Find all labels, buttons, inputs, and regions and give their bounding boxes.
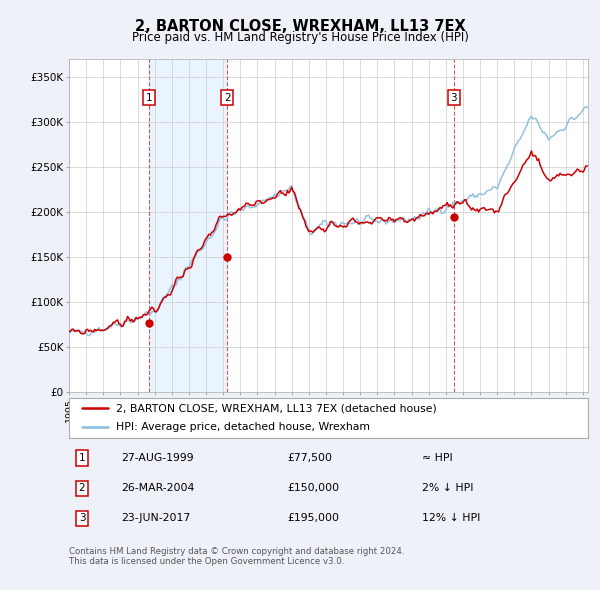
Text: £150,000: £150,000 (287, 483, 339, 493)
Text: 1: 1 (79, 453, 85, 463)
Text: Contains HM Land Registry data © Crown copyright and database right 2024.
This d: Contains HM Land Registry data © Crown c… (69, 547, 404, 566)
Text: 2% ↓ HPI: 2% ↓ HPI (422, 483, 473, 493)
Text: 2, BARTON CLOSE, WREXHAM, LL13 7EX (detached house): 2, BARTON CLOSE, WREXHAM, LL13 7EX (deta… (116, 404, 436, 414)
Text: 2: 2 (224, 93, 230, 103)
Text: 3: 3 (451, 93, 457, 103)
Text: 12% ↓ HPI: 12% ↓ HPI (422, 513, 480, 523)
Text: ≈ HPI: ≈ HPI (422, 453, 452, 463)
Text: HPI: Average price, detached house, Wrexham: HPI: Average price, detached house, Wrex… (116, 422, 370, 432)
Text: 1: 1 (145, 93, 152, 103)
Text: 23-JUN-2017: 23-JUN-2017 (121, 513, 190, 523)
Text: 2: 2 (79, 483, 85, 493)
Text: 3: 3 (79, 513, 85, 523)
Text: 26-MAR-2004: 26-MAR-2004 (121, 483, 194, 493)
Text: £195,000: £195,000 (287, 513, 339, 523)
Text: Price paid vs. HM Land Registry's House Price Index (HPI): Price paid vs. HM Land Registry's House … (131, 31, 469, 44)
Bar (149, 59, 227, 392)
Text: £77,500: £77,500 (287, 453, 332, 463)
Text: 2, BARTON CLOSE, WREXHAM, LL13 7EX: 2, BARTON CLOSE, WREXHAM, LL13 7EX (134, 19, 466, 34)
Text: 27-AUG-1999: 27-AUG-1999 (121, 453, 194, 463)
